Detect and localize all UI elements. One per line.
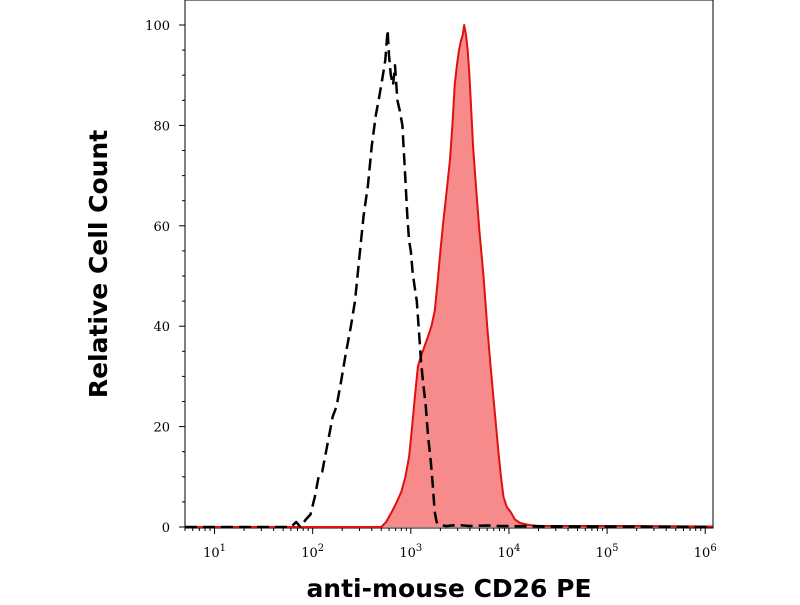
y-axis-title: Relative Cell Count	[84, 130, 113, 398]
y-tick-label: 60	[153, 220, 170, 235]
y-tick-label: 40	[153, 320, 170, 335]
x-tick-label: 106	[694, 543, 717, 561]
y-tick-label: 0	[162, 521, 170, 536]
x-tick-label: 105	[596, 543, 619, 561]
stained-histogram-fill	[185, 25, 713, 527]
x-tick-label: 101	[203, 543, 226, 561]
y-tick-label: 20	[153, 421, 170, 436]
x-axis-ticks: 101 102 103 104 105 106	[184, 528, 717, 561]
series-layer	[185, 24, 714, 529]
plot-frame	[184, 0, 714, 529]
x-axis-title: anti-mouse CD26 PE	[306, 574, 591, 600]
stained-histogram-outline	[185, 24, 714, 528]
y-tick-label: 100	[145, 19, 170, 34]
control-histogram-dashed	[185, 28, 714, 529]
y-axis-ticks: 0 20 40 60 80 100	[145, 19, 185, 536]
x-tick-label: 103	[399, 543, 422, 561]
x-tick-label: 104	[497, 543, 520, 561]
y-tick-label: 80	[153, 119, 170, 134]
x-tick-label: 102	[301, 543, 324, 561]
